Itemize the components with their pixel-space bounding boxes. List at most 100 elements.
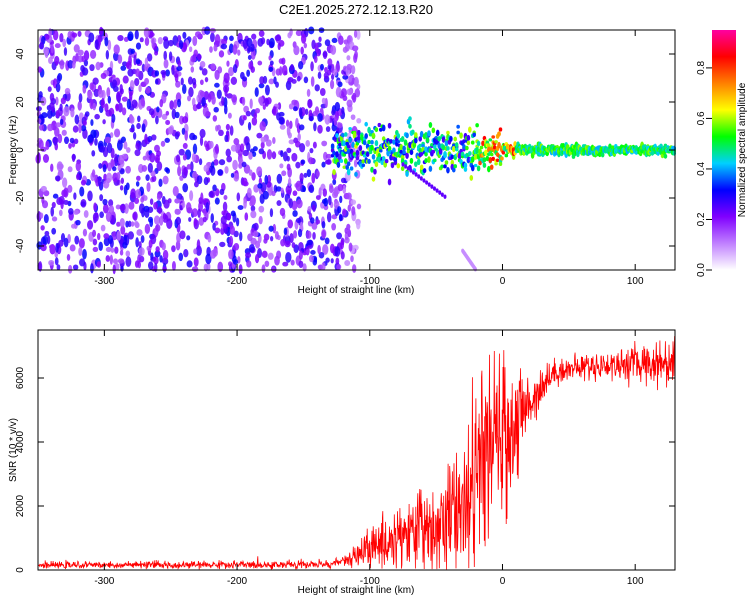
spectrogram-cell [174, 131, 180, 140]
spectrogram-cell [145, 174, 150, 182]
spectrogram-cell [269, 208, 274, 218]
spectrogram-cell [193, 49, 198, 58]
spectrogram-cell [81, 55, 86, 63]
spectrogram-cell [204, 77, 209, 83]
spectrogram-cell [174, 73, 179, 83]
spectrogram-cell [341, 106, 345, 115]
snr-x-tick-label: -300 [94, 576, 114, 587]
spectrogram-cell [190, 66, 195, 73]
spectrogram-cell [258, 148, 265, 155]
spectrogram-cell [339, 195, 343, 204]
spectrogram-cell [116, 172, 121, 181]
spectrogram-cell [124, 203, 129, 214]
spectrogram-cell [344, 43, 350, 52]
colorbar-tick-label: 0.6 [696, 111, 707, 125]
spectrogram-cell [83, 59, 89, 67]
spectrogram-cell [138, 247, 145, 256]
spectrogram-cell [82, 248, 87, 260]
spectrogram-cell [41, 112, 48, 119]
spectrogram-cell [142, 155, 147, 161]
spectrogram-cell [308, 157, 314, 165]
spectrogram-signal-cell [360, 134, 364, 141]
spectrogram-cell [256, 132, 263, 139]
spectrogram-cell [311, 172, 316, 184]
spectrogram-cell [296, 75, 301, 82]
spectrogram-signal-cell [402, 150, 406, 155]
spectrogram-signal-cell [565, 144, 570, 149]
spectrogram-cell [50, 206, 55, 217]
spectrogram-cell [165, 167, 171, 174]
spectrogram-x-tick-label: -200 [227, 276, 247, 287]
spectrogram-cell [207, 234, 212, 243]
spectrogram-cell [77, 30, 82, 37]
spectrogram-cell [247, 55, 252, 61]
spectrogram-cell [249, 98, 253, 109]
spectrogram-cell [228, 249, 234, 260]
spectrogram-cell [281, 57, 286, 65]
spectrogram-signal-cell [343, 132, 348, 137]
colorbar-gradient [712, 30, 736, 270]
spectrogram-cell [153, 201, 158, 210]
spectrogram-cell [58, 195, 65, 205]
spectrogram-cell [226, 155, 232, 163]
spectrogram-cell [176, 66, 183, 72]
spectrogram-x-tick-label: 100 [627, 276, 644, 287]
spectrogram-signal-cell [491, 135, 495, 139]
spectrogram-cell [164, 137, 170, 143]
spectrogram-cell [182, 154, 187, 161]
spectrogram-cell [298, 61, 304, 70]
spectrogram-signal-cell [492, 145, 497, 150]
spectrogram-cell [104, 103, 109, 113]
spectrogram-cell [334, 246, 341, 257]
spectrogram-cell [324, 159, 332, 165]
spectrogram-cell [144, 57, 149, 67]
spectrogram-cell [97, 176, 102, 187]
spectrogram-cell [95, 61, 101, 71]
spectrogram-cell [123, 36, 129, 42]
spectrogram-cell [217, 261, 224, 273]
spectrogram-x-ticks: -300 -200 -100 0 100 [94, 30, 644, 287]
spectrogram-signal-cell [351, 141, 355, 148]
spectrogram-signal-cell [389, 139, 393, 144]
spectrogram-signal-cell [446, 130, 450, 135]
spectrogram-signal-cell [479, 145, 484, 150]
spectrogram-cell [324, 237, 330, 245]
spectrogram-cell [191, 152, 197, 163]
spectrogram-cell [174, 208, 179, 215]
spectrogram-cell [258, 96, 264, 105]
spectrogram-cell [149, 152, 156, 163]
spectrogram-cell [55, 83, 61, 93]
spectrogram-cell [295, 29, 303, 37]
spectrogram-cell [356, 118, 362, 124]
spectrogram-signal-cell [453, 136, 458, 142]
spectrogram-cell [286, 147, 292, 154]
spectrogram-cell [251, 33, 257, 40]
spectrogram-cell [199, 79, 204, 86]
spectrogram-signal-cell [453, 164, 458, 169]
spectrogram-cell [109, 254, 114, 265]
spectrogram-cell [125, 182, 130, 191]
spectrogram-cell [160, 140, 166, 147]
spectrogram-cell [117, 258, 125, 264]
spectrogram-cell [94, 39, 99, 50]
spectrogram-cell [340, 177, 347, 184]
spectrogram-signal-cell [494, 140, 498, 144]
spectrogram-cell [92, 229, 97, 238]
spectrogram-cell [106, 87, 111, 98]
spectrogram-cell [232, 259, 239, 265]
spectrogram-cell [55, 96, 59, 106]
spectrogram-cell [155, 224, 161, 232]
spectrogram-cell [96, 261, 101, 268]
spectrogram-cell [201, 97, 206, 107]
spectrogram-cell [328, 195, 332, 206]
spectrogram-cell [330, 79, 335, 90]
spectrogram-cell [40, 96, 47, 106]
spectrogram-cell [203, 263, 209, 272]
spectrogram-signal-cell [390, 162, 395, 169]
spectrogram-cell [74, 114, 80, 125]
colorbar-ticks: 0.0 0.2 0.4 0.6 0.8 [696, 61, 712, 277]
spectrogram-cell [116, 231, 122, 242]
spectrogram-cell [51, 201, 56, 209]
spectrogram-cell [311, 39, 316, 50]
spectrogram-signal-cell [466, 134, 471, 142]
